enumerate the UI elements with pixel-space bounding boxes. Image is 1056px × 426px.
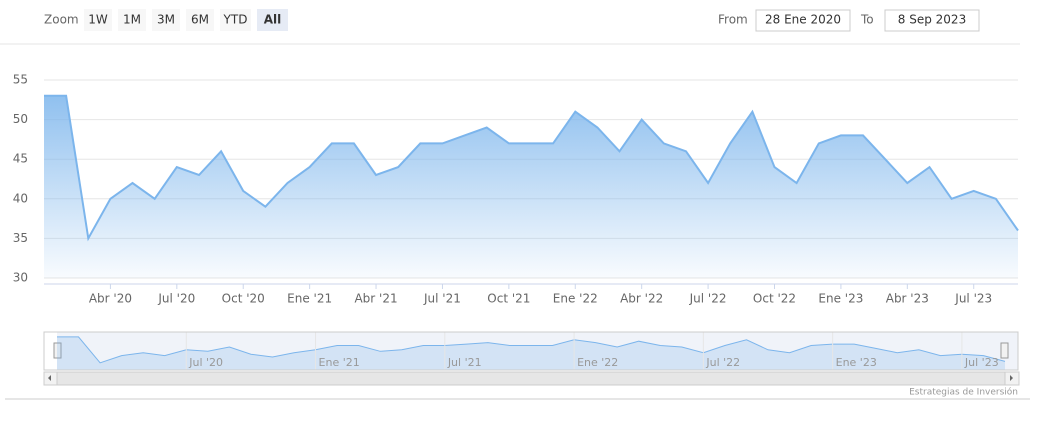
y-tick-label: 55 bbox=[13, 73, 28, 87]
range-button[interactable] bbox=[152, 9, 180, 31]
navigator-tick-label: Jul '23 bbox=[964, 356, 999, 369]
credits: Estrategias de Inversión bbox=[909, 387, 1018, 398]
x-tick-label: Oct '21 bbox=[487, 292, 530, 306]
x-tick-label: Oct '22 bbox=[753, 292, 796, 306]
range-button-label[interactable]: YTD bbox=[223, 13, 248, 27]
x-tick-label: Jul '20 bbox=[157, 292, 195, 306]
from-label: From bbox=[718, 13, 748, 27]
zoom-label: Zoom bbox=[44, 13, 79, 27]
navigator-area bbox=[57, 336, 1005, 370]
x-tick-label: Abr '23 bbox=[886, 292, 929, 306]
to-label: To bbox=[860, 13, 874, 27]
navigator-handle[interactable] bbox=[1000, 342, 1009, 359]
navigator-tick-label: Jul '22 bbox=[705, 356, 740, 369]
line bbox=[44, 94, 1019, 242]
range-button-label[interactable]: 1M bbox=[123, 13, 141, 27]
navigator-handle[interactable] bbox=[53, 342, 62, 359]
x-tick-label: Oct '20 bbox=[222, 292, 265, 306]
range-button-label[interactable]: All bbox=[264, 13, 282, 27]
from-value[interactable]: 28 Ene 2020 bbox=[765, 13, 841, 27]
range-button[interactable] bbox=[257, 9, 288, 31]
navigator-tick-label: Ene '22 bbox=[577, 356, 618, 369]
navigator-tick-label: Jul '20 bbox=[188, 356, 223, 369]
range-button[interactable] bbox=[118, 9, 146, 31]
x-tick-label: Jul '22 bbox=[689, 292, 727, 306]
y-tick-label: 40 bbox=[13, 191, 28, 205]
x-tick-label: Ene '23 bbox=[818, 292, 863, 306]
y-tick-label: 35 bbox=[13, 231, 28, 245]
navigator-tick-label: Jul '21 bbox=[447, 356, 482, 369]
x-tick-label: Ene '21 bbox=[287, 292, 332, 306]
x-tick-label: Abr '20 bbox=[89, 292, 132, 306]
x-tick-label: Ene '22 bbox=[553, 292, 598, 306]
from-input[interactable] bbox=[755, 9, 851, 32]
x-tick-label: Abr '22 bbox=[620, 292, 663, 306]
y-tick-label: 50 bbox=[13, 112, 28, 126]
range-button[interactable] bbox=[84, 9, 112, 31]
navigator-tick-label: Ene '21 bbox=[319, 356, 360, 369]
range-button-label[interactable]: 6M bbox=[191, 13, 209, 27]
to-input[interactable] bbox=[884, 9, 980, 32]
y-tick-label: 45 bbox=[13, 152, 28, 166]
navigator-tick-label: Ene '23 bbox=[836, 356, 877, 369]
x-tick-label: Abr '21 bbox=[354, 292, 397, 306]
navigator-outline bbox=[43, 331, 1019, 371]
scrollbar-thumb[interactable] bbox=[56, 371, 1006, 386]
x-tick-label: Jul '23 bbox=[954, 292, 992, 306]
range-button-label[interactable]: 1W bbox=[88, 13, 108, 27]
area bbox=[44, 95, 1018, 278]
navigator-mask bbox=[57, 332, 1018, 370]
range-button[interactable] bbox=[186, 9, 214, 31]
range-button-label[interactable]: 3M bbox=[157, 13, 175, 27]
to-value[interactable]: 8 Sep 2023 bbox=[898, 13, 966, 27]
x-tick-label: Jul '21 bbox=[423, 292, 461, 306]
y-tick-label: 30 bbox=[13, 271, 28, 285]
navigator-line bbox=[57, 336, 1006, 364]
range-button[interactable] bbox=[220, 9, 251, 31]
